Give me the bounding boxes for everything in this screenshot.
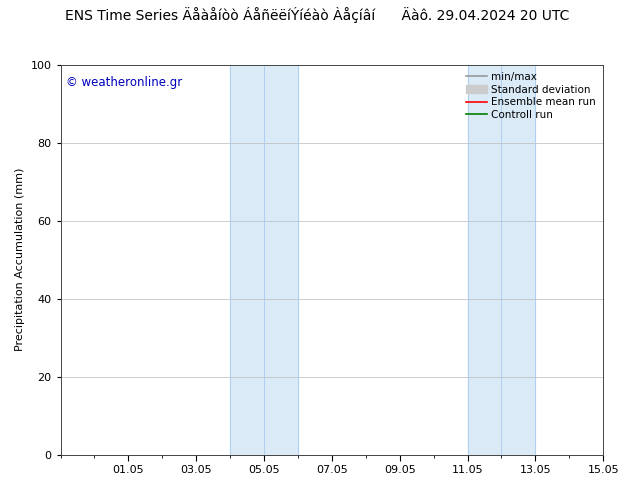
Bar [230, 65, 298, 455]
Legend: min/max, Standard deviation, Ensemble mean run, Controll run: min/max, Standard deviation, Ensemble me… [464, 70, 598, 122]
Y-axis label: Precipitation Accumulation (mm): Precipitation Accumulation (mm) [15, 168, 25, 351]
Bar [467, 65, 535, 455]
Text: ENS Time Series Äåàåíòò ÁåñëëíÝíéàò Àåçíâí      Äàô. 29.04.2024 20 UTC: ENS Time Series Äåàåíòò ÁåñëëíÝíéàò Àåçí… [65, 7, 569, 24]
Text: © weatheronline.gr: © weatheronline.gr [66, 76, 182, 89]
